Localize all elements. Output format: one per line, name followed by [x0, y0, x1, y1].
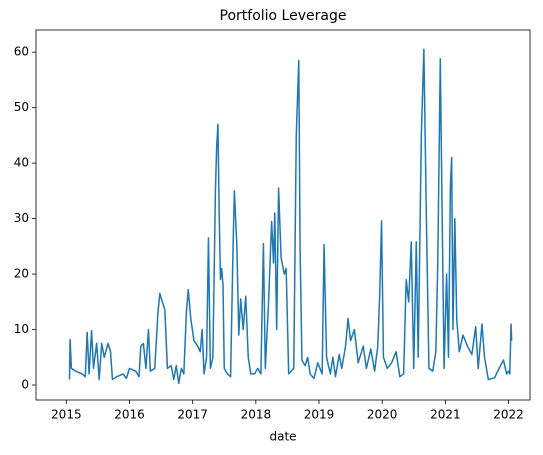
x-tick-label: 2020: [367, 408, 398, 422]
x-tick-label: 2018: [241, 408, 272, 422]
chart-title: Portfolio Leverage: [220, 8, 347, 24]
line: [68, 48, 513, 385]
x-tick-label: 2016: [114, 408, 145, 422]
y-tick-label: 0: [21, 378, 29, 392]
y-tick-label: 50: [14, 100, 29, 114]
x-tick-label: 2021: [430, 408, 461, 422]
x-tick-label: 2019: [304, 408, 335, 422]
y-tick-label: 40: [14, 156, 29, 170]
y-tick-label: 30: [14, 211, 29, 225]
y-tick-label: 20: [14, 267, 29, 281]
y-tick-label: 60: [14, 45, 29, 59]
x-axis-label: date: [269, 430, 296, 444]
axes-frame: [35, 29, 531, 401]
x-tick-label: 2015: [51, 408, 82, 422]
y-tick-label: 10: [14, 322, 29, 336]
x-tick-label: 2017: [177, 408, 208, 422]
x-tick-label: 2022: [493, 408, 524, 422]
